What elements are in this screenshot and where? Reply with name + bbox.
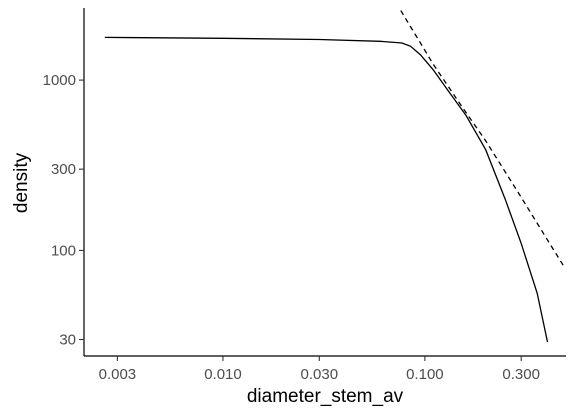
y-axis-title: density [11, 152, 32, 213]
y-tick-label: 300 [51, 161, 76, 178]
x-axis-ticks: 0.003 0.010 0.030 0.100 0.300 [99, 356, 540, 383]
x-tick-label: 0.030 [301, 366, 339, 383]
y-tick-label: 100 [51, 242, 76, 259]
x-tick-label: 0.010 [204, 366, 242, 383]
x-tick-label: 0.300 [502, 366, 540, 383]
x-axis-title: diameter_stem_av [247, 386, 404, 407]
x-tick-label: 0.003 [99, 366, 137, 383]
series-lines [104, 10, 565, 343]
density-curve [104, 36, 549, 343]
y-tick-label: 1000 [43, 72, 76, 89]
y-tick-label: 30 [59, 331, 76, 348]
x-tick-label: 0.100 [406, 366, 444, 383]
y-axis-ticks: 30 100 300 1000 [43, 72, 84, 348]
dashed-reference-line [400, 10, 565, 268]
